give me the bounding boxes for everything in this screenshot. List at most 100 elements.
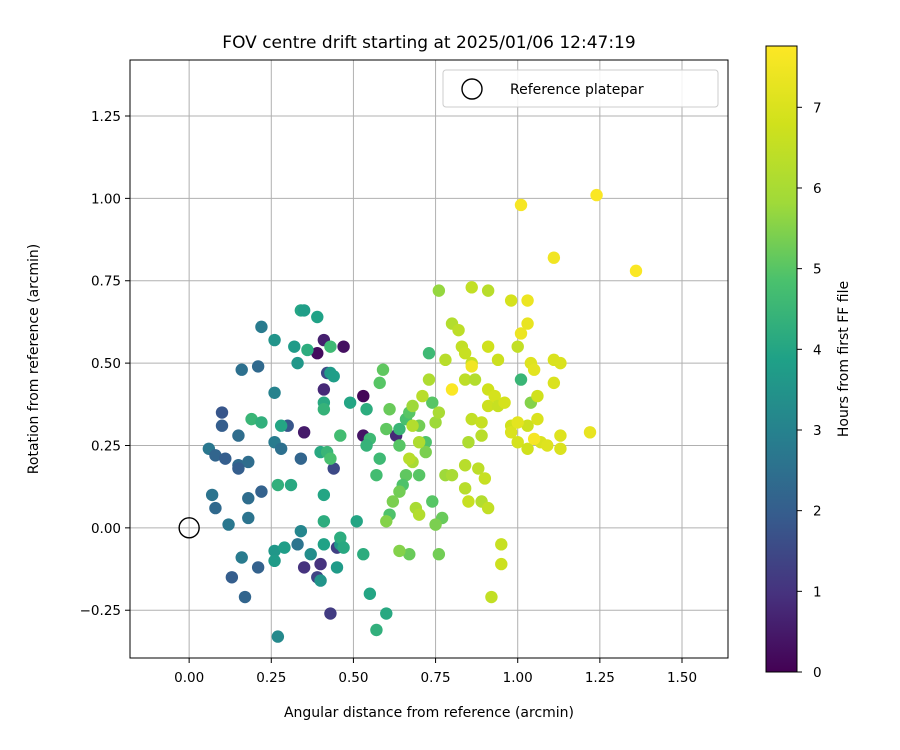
data-point bbox=[251, 561, 265, 574]
legend-open-circle-icon bbox=[461, 78, 483, 100]
data-point bbox=[468, 373, 482, 386]
data-point bbox=[458, 482, 472, 495]
x-tick-label: 1.25 bbox=[585, 670, 615, 686]
grid-lines bbox=[130, 60, 728, 658]
data-point bbox=[255, 485, 268, 498]
data-point bbox=[294, 524, 308, 538]
data-point bbox=[271, 478, 285, 492]
data-point bbox=[278, 541, 291, 554]
y-tick-label: 0.75 bbox=[91, 274, 121, 290]
data-point bbox=[465, 281, 478, 294]
data-point bbox=[514, 327, 528, 340]
data-point bbox=[205, 488, 219, 502]
data-point bbox=[521, 317, 534, 330]
colorbar: 0 1 2 3 4 5 6 7 Hours from first FF file bbox=[765, 45, 852, 681]
data-point bbox=[629, 264, 643, 278]
data-point bbox=[317, 383, 331, 396]
reference-platepar-marker bbox=[178, 517, 200, 539]
data-point bbox=[268, 333, 281, 347]
data-point bbox=[452, 323, 465, 337]
colorbar-label: Hours from first FF file bbox=[836, 281, 852, 437]
y-tick-label: 0.50 bbox=[91, 356, 121, 372]
data-point bbox=[317, 538, 331, 551]
colorbar-tick-label: 4 bbox=[813, 342, 822, 358]
data-point bbox=[465, 412, 478, 426]
data-point bbox=[242, 455, 255, 469]
data-point bbox=[386, 495, 400, 508]
data-point bbox=[330, 561, 344, 574]
data-point bbox=[511, 416, 524, 429]
legend-box bbox=[442, 69, 719, 108]
data-point bbox=[583, 426, 597, 439]
data-point bbox=[412, 435, 426, 449]
data-point bbox=[498, 396, 511, 409]
data-point bbox=[235, 551, 248, 564]
x-tick-label: 0.75 bbox=[421, 670, 451, 686]
data-point bbox=[301, 343, 314, 357]
data-point bbox=[314, 574, 327, 587]
data-point bbox=[416, 389, 429, 403]
data-point bbox=[475, 429, 488, 442]
data-point bbox=[504, 426, 518, 439]
data-point bbox=[485, 590, 498, 604]
data-point bbox=[429, 416, 442, 429]
data-point bbox=[511, 435, 524, 449]
data-point bbox=[458, 373, 472, 386]
data-point bbox=[531, 412, 544, 426]
data-point bbox=[271, 630, 285, 643]
x-axis: 0.00 0.25 0.50 0.75 1.00 1.25 1.50 bbox=[174, 658, 697, 686]
plot-frame bbox=[129, 59, 729, 659]
data-point bbox=[373, 376, 386, 390]
data-point bbox=[458, 459, 472, 472]
data-point bbox=[334, 531, 347, 544]
data-point bbox=[376, 363, 390, 376]
data-point bbox=[311, 310, 324, 324]
data-point bbox=[327, 462, 340, 475]
data-point bbox=[232, 429, 245, 442]
data-point bbox=[284, 478, 298, 492]
data-point bbox=[360, 439, 373, 452]
data-point bbox=[481, 501, 495, 515]
data-point bbox=[337, 541, 350, 554]
y-tick-label: 0.00 bbox=[91, 521, 121, 537]
colorbar-tick-label: 6 bbox=[813, 181, 822, 197]
data-point bbox=[297, 426, 311, 439]
data-point bbox=[294, 452, 308, 465]
data-point bbox=[350, 515, 363, 528]
data-point bbox=[274, 419, 288, 432]
data-point bbox=[422, 347, 436, 360]
colorbar-tick-label: 1 bbox=[813, 584, 822, 600]
data-point bbox=[238, 590, 252, 604]
y-tick-label: 1.00 bbox=[91, 191, 121, 207]
data-point bbox=[393, 422, 406, 436]
data-point bbox=[327, 370, 340, 383]
data-point bbox=[324, 607, 337, 620]
data-point bbox=[472, 462, 485, 475]
x-axis-label: Angular distance from reference (arcmin) bbox=[284, 705, 574, 721]
data-point bbox=[288, 340, 301, 353]
data-point bbox=[554, 356, 567, 370]
data-point bbox=[432, 406, 446, 419]
data-point bbox=[268, 554, 281, 568]
data-point bbox=[343, 396, 357, 409]
data-point bbox=[393, 544, 406, 558]
data-point bbox=[337, 340, 350, 353]
colorbar-gradient bbox=[765, 45, 798, 673]
x-tick-label: 1.50 bbox=[667, 670, 697, 686]
y-tick-label: 0.25 bbox=[91, 438, 121, 454]
data-point bbox=[255, 320, 268, 334]
data-point bbox=[209, 449, 222, 462]
y-axis: −0.25 0.00 0.25 0.50 0.75 1.00 1.25 bbox=[80, 109, 130, 619]
data-point bbox=[541, 439, 554, 452]
data-point bbox=[495, 557, 508, 571]
data-point bbox=[215, 419, 229, 432]
colorbar-tick-label: 2 bbox=[813, 504, 822, 520]
data-point bbox=[514, 198, 528, 212]
data-point bbox=[521, 294, 534, 307]
data-point bbox=[554, 429, 567, 442]
data-point bbox=[314, 557, 327, 571]
data-point bbox=[380, 515, 393, 528]
data-point bbox=[412, 508, 426, 521]
data-point bbox=[324, 452, 337, 465]
